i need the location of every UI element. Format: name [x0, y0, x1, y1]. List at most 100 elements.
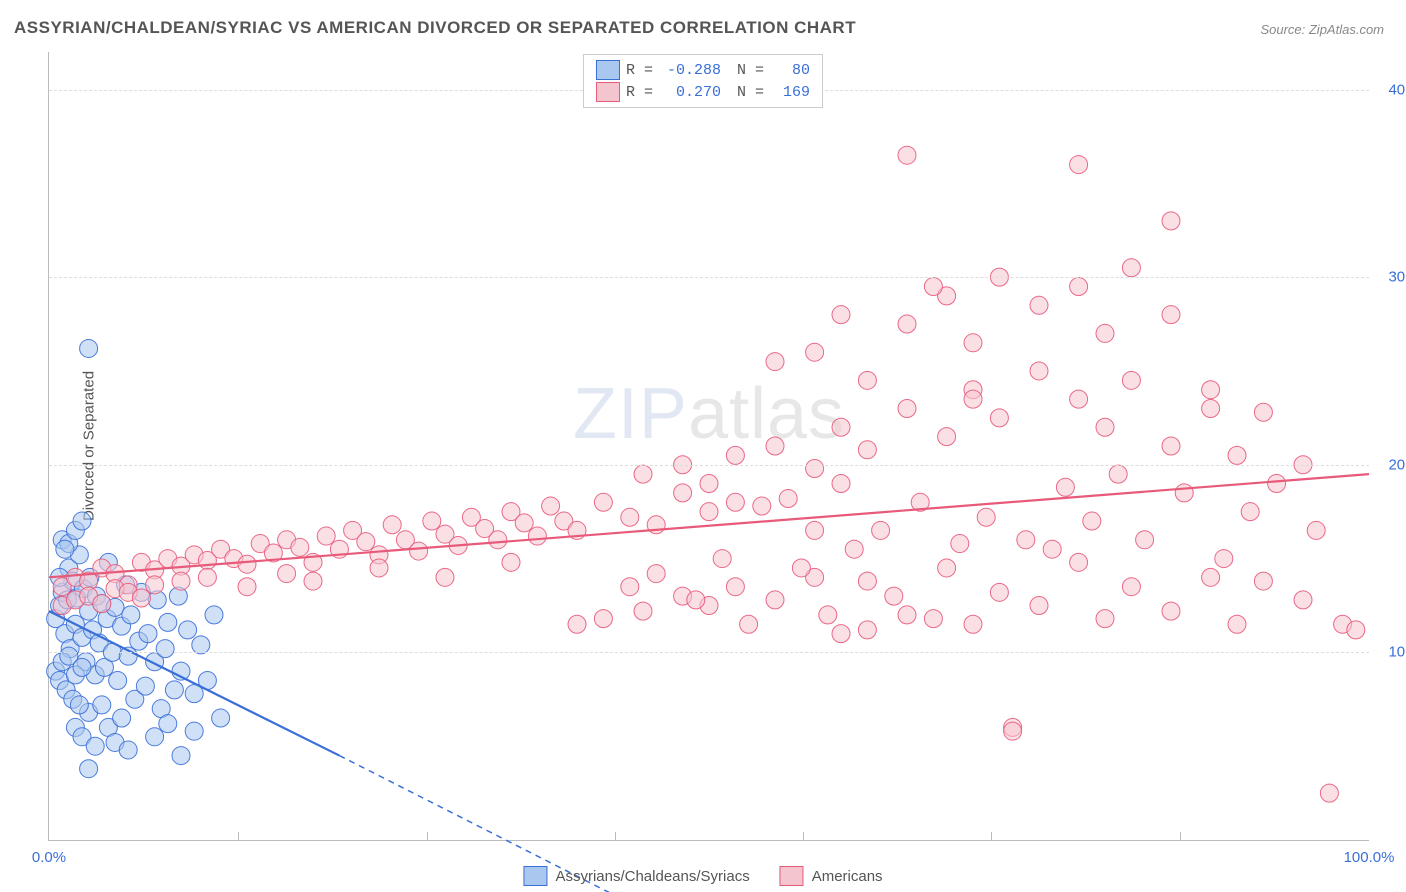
americans-point — [819, 606, 837, 624]
americans-point — [990, 409, 1008, 427]
americans-point — [1268, 475, 1286, 493]
americans-point — [1175, 484, 1193, 502]
americans-point — [845, 540, 863, 558]
americans-point — [621, 578, 639, 596]
americans-point — [792, 559, 810, 577]
americans-point — [1070, 156, 1088, 174]
americans-point — [1056, 478, 1074, 496]
americans-point — [1254, 572, 1272, 590]
americans-point — [951, 535, 969, 553]
americans-point — [278, 565, 296, 583]
americans-point — [436, 568, 454, 586]
americans-point — [1017, 531, 1035, 549]
americans-point — [1096, 610, 1114, 628]
legend-n-value: 169 — [774, 84, 810, 101]
americans-point — [674, 484, 692, 502]
americans-point — [806, 343, 824, 361]
americans-point — [924, 610, 942, 628]
americans-point — [898, 315, 916, 333]
assyrians-point — [212, 709, 230, 727]
americans-point — [357, 533, 375, 551]
assyrians-point — [93, 696, 111, 714]
americans-point — [832, 625, 850, 643]
americans-point — [753, 497, 771, 515]
americans-point — [1122, 371, 1140, 389]
legend-r-value: 0.270 — [663, 84, 721, 101]
americans-point — [238, 578, 256, 596]
americans-point — [304, 572, 322, 590]
assyrians-point — [172, 747, 190, 765]
americans-point — [977, 508, 995, 526]
americans-point — [1202, 381, 1220, 399]
assyrians-point — [136, 677, 154, 695]
americans-point — [832, 306, 850, 324]
americans-point — [700, 503, 718, 521]
americans-point — [238, 555, 256, 573]
americans-point — [542, 497, 560, 515]
americans-point — [898, 606, 916, 624]
americans-point — [1136, 531, 1154, 549]
legend-swatch — [596, 60, 620, 80]
bottom-legend-label: Americans — [812, 868, 883, 885]
source-label: Source: ZipAtlas.com — [1260, 22, 1384, 37]
americans-point — [594, 610, 612, 628]
assyrians-point — [56, 540, 74, 558]
assyrians-point — [159, 613, 177, 631]
x-tick-label: 0.0% — [32, 849, 66, 866]
americans-point — [1162, 437, 1180, 455]
bottom-legend-label: Assyrians/Chaldeans/Syriacs — [555, 868, 749, 885]
americans-point — [423, 512, 441, 530]
americans-point — [172, 572, 190, 590]
legend-r-label: R = — [626, 84, 653, 101]
americans-point — [726, 446, 744, 464]
americans-point — [779, 490, 797, 508]
assyrians-point — [205, 606, 223, 624]
americans-point — [766, 591, 784, 609]
assyrians-point — [113, 709, 131, 727]
assyrians-point — [122, 606, 140, 624]
bottom-legend: Assyrians/Chaldeans/Syriacs Americans — [523, 866, 882, 886]
x-tick-label: 100.0% — [1344, 849, 1395, 866]
americans-point — [832, 475, 850, 493]
americans-point — [198, 568, 216, 586]
chart-title: ASSYRIAN/CHALDEAN/SYRIAC VS AMERICAN DIV… — [14, 18, 856, 38]
americans-point — [1228, 615, 1246, 633]
americans-point — [1096, 418, 1114, 436]
americans-point — [634, 465, 652, 483]
bottom-legend-item: Assyrians/Chaldeans/Syriacs — [523, 866, 749, 886]
assyrians-point — [73, 512, 91, 530]
americans-point — [726, 493, 744, 511]
americans-point — [291, 538, 309, 556]
americans-point — [938, 428, 956, 446]
americans-point — [858, 572, 876, 590]
americans-point — [1004, 722, 1022, 740]
scatter-svg — [49, 52, 1369, 840]
americans-point — [713, 550, 731, 568]
americans-point — [1307, 521, 1325, 539]
assyrians-point — [179, 621, 197, 639]
americans-point — [964, 334, 982, 352]
americans-point — [1162, 306, 1180, 324]
americans-point — [132, 589, 150, 607]
americans-point — [1162, 212, 1180, 230]
plot-area: ZIPatlas 10.0%20.0%30.0%40.0%0.0%100.0% — [48, 52, 1369, 841]
assyrians-point — [159, 715, 177, 733]
americans-point — [726, 578, 744, 596]
americans-point — [1070, 553, 1088, 571]
americans-point — [806, 460, 824, 478]
americans-point — [410, 542, 428, 560]
americans-point — [1070, 278, 1088, 296]
legend-n-label: N = — [737, 62, 764, 79]
y-tick-label: 30.0% — [1376, 269, 1406, 286]
americans-point — [383, 516, 401, 534]
y-tick-label: 10.0% — [1376, 644, 1406, 661]
americans-point — [1202, 399, 1220, 417]
americans-point — [1254, 403, 1272, 421]
americans-point — [317, 527, 335, 545]
assyrians-point — [156, 640, 174, 658]
americans-point — [938, 559, 956, 577]
y-tick-label: 20.0% — [1376, 456, 1406, 473]
legend-n-value: 80 — [774, 62, 810, 79]
americans-point — [1030, 362, 1048, 380]
americans-point — [964, 390, 982, 408]
